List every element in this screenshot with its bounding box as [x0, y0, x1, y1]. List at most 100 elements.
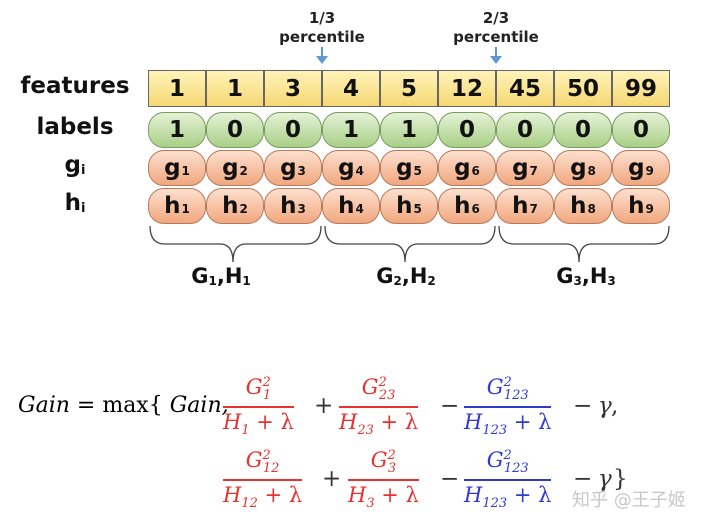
close-brace: }	[613, 466, 628, 492]
fraction-parent-2: G2123 H123 + λ	[464, 448, 552, 511]
row-label-h-text: h	[64, 190, 81, 216]
label-cell: 1	[322, 112, 380, 148]
row-label-g-text: g	[64, 152, 81, 178]
feature-cell: 1	[206, 70, 264, 107]
g-subscript: 7	[529, 164, 538, 178]
fraction-bar	[223, 406, 294, 408]
g-symbol: g	[164, 155, 181, 181]
denominator-symbol: H	[348, 482, 367, 507]
fraction-numerator: G23	[367, 448, 400, 476]
percentile-marker-2: 2/3 percentile	[431, 9, 561, 64]
fraction-bar	[348, 479, 419, 481]
fraction-denominator: H12 + λ	[223, 483, 302, 511]
numerator-index: 123	[503, 388, 529, 404]
group-braces	[149, 225, 670, 263]
group-g: G	[556, 264, 574, 288]
fraction-bar	[464, 406, 552, 408]
label-cell: 1	[148, 112, 206, 148]
g-subscript: 5	[413, 164, 422, 178]
h-symbol: h	[570, 193, 587, 219]
fraction-numerator: G21	[242, 375, 275, 403]
group-sep: ,	[581, 264, 590, 288]
label-cell: 1	[380, 112, 438, 148]
feature-cell: 50	[554, 70, 612, 107]
label-cell: 0	[496, 112, 554, 148]
group-label-2: G2,H2	[336, 264, 476, 288]
group-sep: ,	[216, 264, 225, 288]
row-label-g: gi	[10, 152, 140, 178]
numerator-index: 3	[387, 461, 397, 477]
fraction-right-1: G223 H23 + λ	[339, 375, 419, 438]
g-symbol: g	[512, 155, 529, 181]
row-label-labels: labels	[36, 114, 114, 140]
feature-cell: 3	[264, 70, 322, 107]
fraction-denominator: H123 + λ	[464, 410, 551, 438]
group-g-sub: 2	[393, 274, 402, 288]
label-cell: 0	[612, 112, 670, 148]
fraction-denominator: H1 + λ	[223, 410, 294, 438]
arrow-head-icon	[490, 56, 502, 64]
numerator-index: 123	[503, 461, 529, 477]
h-symbol: h	[454, 193, 471, 219]
fraction-numerator: G2123	[483, 448, 533, 476]
group-h: H	[224, 264, 243, 288]
numerator-index: 23	[378, 388, 396, 404]
denominator-tail: + λ	[249, 409, 294, 434]
group-g-sub: 3	[573, 274, 582, 288]
row-label-features: features	[20, 73, 130, 99]
denominator-tail: + λ	[507, 482, 552, 507]
denominator-index: 123	[482, 495, 508, 511]
formula-eq: = max{	[76, 393, 163, 418]
g-symbol: g	[454, 155, 471, 181]
feature-cell: 99	[612, 70, 670, 107]
numerator-symbol: G	[245, 448, 263, 472]
minus-sign: −	[440, 466, 460, 492]
feature-cell: 4	[322, 70, 380, 107]
fraction-numerator: G212	[242, 448, 284, 476]
comma: ,	[611, 393, 619, 419]
group-h-sub: 2	[427, 274, 436, 288]
h-subscript: 5	[413, 202, 422, 216]
gain-formula: Gain = max{ Gain,	[18, 393, 229, 418]
numerator-index: 1	[262, 388, 272, 404]
h-symbol: h	[628, 193, 645, 219]
fraction-bar	[464, 479, 552, 481]
h-symbol: h	[396, 193, 413, 219]
h-subscript: 6	[471, 202, 480, 216]
fraction-numerator: G2123	[483, 375, 533, 403]
numerator-symbol: G	[370, 448, 388, 472]
numerator-power: 2	[503, 375, 512, 390]
g-symbol: g	[628, 155, 645, 181]
g-subscript: 1	[181, 164, 190, 178]
group-label-1: G1,H1	[151, 264, 291, 288]
h-subscript: 4	[355, 202, 364, 216]
label-cell: 0	[554, 112, 612, 148]
numerator-symbol: G	[486, 375, 504, 399]
g-subscript: 6	[471, 164, 480, 178]
marker-label: 1/3 percentile	[279, 9, 365, 46]
minus-sign: −	[440, 393, 460, 419]
denominator-index: 12	[241, 495, 258, 511]
feature-cell: 12	[438, 70, 496, 107]
denominator-symbol: H	[223, 409, 242, 434]
numerator-symbol: G	[486, 448, 504, 472]
denominator-tail: + λ	[257, 482, 303, 507]
plus-sign: +	[322, 466, 342, 492]
label-cell: 0	[264, 112, 322, 148]
fraction-left-2: G212 H12 + λ	[223, 448, 303, 511]
group-h-sub: 3	[607, 274, 616, 288]
group-sep: ,	[401, 264, 410, 288]
down-arrow-icon	[321, 47, 323, 57]
g-subscript: 9	[645, 164, 654, 178]
